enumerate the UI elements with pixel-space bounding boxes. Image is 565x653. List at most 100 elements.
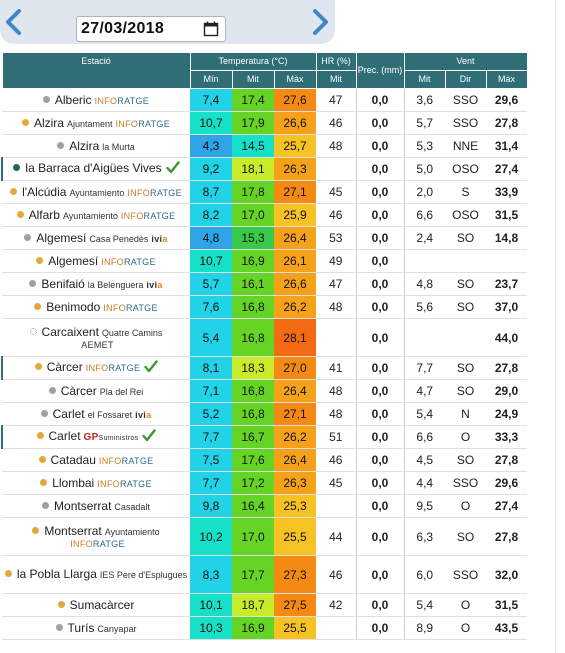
station-location: Ayuntamiento — [69, 188, 125, 198]
station-cell[interactable]: Llombai INFORATGE — [2, 471, 190, 495]
header-v-max: Màx — [485, 70, 528, 89]
station-cell[interactable]: Càrcer INFORATGE — [1, 356, 190, 380]
table-row[interactable]: la Pobla Llarga IES Pere d'Esplugues 8,3 17… — [2, 555, 527, 594]
table-row[interactable]: Carlet el Fossaret ivia 5,2 16,8 27,1 48 0,0 5,4… — [2, 402, 527, 426]
wind-max: 33,9 — [486, 180, 527, 204]
station-cell[interactable]: Benifaió la Belenguera ivia — [2, 272, 190, 296]
status-dot-icon — [57, 142, 65, 149]
station-cell[interactable]: Benimodo INFORATGE — [2, 295, 190, 319]
table-row[interactable]: Benifaió la Belenguera ivia 5,7 16,1 26,6 47 0,… — [2, 272, 527, 296]
station-cell[interactable]: Carlet GPSuministros — [1, 425, 190, 449]
table-row[interactable]: la Barraca d'Aigües Vives 9,2 18,1 26,3 0,0 5… — [1, 157, 527, 181]
station-cell[interactable]: Turís Canyapar — [2, 616, 190, 640]
table-row[interactable]: Montserrat Ayuntamiento INFORATGE 10,2 17,0 2… — [2, 517, 527, 556]
station-location: Quatre Camins — [101, 328, 163, 338]
chevron-left-icon[interactable] — [2, 8, 26, 36]
temp-min: 10,7 — [190, 249, 232, 273]
temp-mit: 17,8 — [232, 180, 274, 204]
table-row[interactable]: Llombai INFORATGE 7,7 17,2 26,3 45 0,0 4,4 SSO 29… — [2, 471, 527, 495]
source-logo: INFORATGE — [97, 479, 152, 489]
station-cell[interactable]: la Pobla Llarga IES Pere d'Esplugues — [2, 555, 190, 594]
table-row[interactable]: Benimodo INFORATGE 7,6 16,8 26,2 48 0,0 5,6 SO 37… — [2, 295, 527, 319]
station-cell[interactable]: Carlet el Fossaret ivia — [2, 402, 190, 426]
table-row[interactable]: Carlet GPSuministros 7,7 16,7 26,2 51 0,0 6,6 O 3… — [1, 425, 527, 449]
table-row[interactable]: Sumacàrcer 10,1 18,7 27,5 42 0,0 5,4 O 31,5 — [2, 593, 527, 617]
wind-dir: SO — [445, 272, 486, 296]
table-row[interactable]: Montserrat Casadalt 9,8 16,4 25,3 0,0 9,5 O 27,4 — [2, 494, 527, 518]
table-row[interactable]: Alzira Ajuntament INFORATGE 10,7 17,9 26,6 46 0… — [2, 111, 527, 135]
wind-max: 27,8 — [486, 448, 527, 472]
table-row[interactable]: Turís Canyapar 10,3 16,9 25,5 0,0 8,9 O 43,5 — [2, 616, 527, 640]
wind-mit: 8,9 — [404, 616, 445, 640]
temp-min: 7,5 — [190, 448, 232, 472]
station-cell[interactable]: Montserrat Ayuntamiento INFORATGE — [2, 517, 190, 556]
station-cell[interactable]: Catadau INFORATGE — [2, 448, 190, 472]
precipitation: 0,0 — [355, 318, 405, 357]
temp-min: 7,7 — [190, 425, 232, 449]
station-cell[interactable]: Algemesí INFORATGE — [2, 249, 190, 273]
humidity-mit: 48 — [316, 402, 356, 426]
temp-mit: 18,1 — [232, 157, 274, 181]
precipitation: 0,0 — [355, 517, 405, 556]
table-row[interactable]: Catadau INFORATGE 7,5 17,6 26,4 46 0,0 4,5 SO 27,… — [2, 448, 527, 472]
table-row[interactable]: Alfarb Ayuntamiento INFORATGE 8,2 17,0 25,9 46… — [2, 203, 527, 227]
temp-max: 27,6 — [274, 88, 316, 112]
station-cell[interactable]: Montserrat Casadalt — [2, 494, 190, 518]
wind-mit: 5,4 — [404, 593, 445, 617]
temp-max: 25,7 — [274, 134, 316, 158]
stations-table: Estació Temperatura (°C) HR (%) Prec. (m… — [1, 52, 528, 640]
wind-dir: S — [445, 180, 486, 204]
temp-max: 27,5 — [274, 593, 316, 617]
station-name: Alberic — [54, 93, 92, 107]
status-dot-icon — [57, 601, 65, 608]
source-logo: INFORATGE — [101, 257, 156, 267]
wind-mit: 6,3 — [404, 517, 445, 556]
wind-dir: OSO — [445, 157, 486, 181]
table-row[interactable]: l'Alcúdia Ayuntamiento INFORATGE 8,7 17,8 27,… — [2, 180, 527, 204]
table-row[interactable]: Algemesí Casa Penedès ivia 4,8 15,3 26,4 53 0,0… — [2, 226, 527, 250]
station-cell[interactable]: Carcaixent Quatre Camins AEMET — [2, 318, 190, 357]
humidity-mit: 44 — [316, 517, 356, 556]
humidity-mit: 46 — [316, 203, 356, 227]
temp-mit: 16,9 — [232, 616, 274, 640]
station-cell[interactable]: l'Alcúdia Ayuntamiento INFORATGE — [2, 180, 190, 204]
status-dot-icon — [24, 234, 32, 241]
table-row[interactable]: Càrcer Pla del Rei 7,1 16,8 26,4 48 0,0 4,7 SO 29… — [2, 379, 527, 403]
humidity-mit: 51 — [316, 425, 356, 449]
temp-min: 4,3 — [190, 134, 232, 158]
source-logo: INFORATGE — [85, 363, 141, 373]
chevron-right-icon[interactable] — [308, 8, 332, 36]
station-name: Benimodo — [46, 300, 101, 314]
check-icon — [142, 429, 157, 445]
station-cell[interactable]: Alzira la Murta — [2, 134, 190, 158]
station-location: el Fossaret — [87, 410, 133, 420]
check-icon — [165, 161, 180, 177]
wind-dir: N — [445, 402, 486, 426]
wind-max: 27,8 — [486, 356, 527, 380]
table-row[interactable]: Carcaixent Quatre Camins AEMET 5,4 16,8 28,1 0… — [2, 318, 527, 357]
source-logo: INFORATGE — [120, 211, 176, 221]
temp-mit: 16,8 — [232, 295, 274, 319]
temp-min: 8,1 — [190, 356, 232, 380]
table-row[interactable]: Algemesí INFORATGE 10,7 16,9 26,1 49 0,0 — [2, 249, 527, 273]
date-input[interactable]: 27/03/2018 — [76, 16, 226, 42]
temp-max: 26,1 — [274, 249, 316, 273]
station-cell[interactable]: Alzira Ajuntament INFORATGE — [2, 111, 190, 135]
station-cell[interactable]: Càrcer Pla del Rei — [2, 379, 190, 403]
station-cell[interactable]: Sumacàrcer — [2, 593, 190, 617]
table-row[interactable]: Alzira la Murta 4,3 14,5 25,7 48 0,0 5,3 NNE 31,4 — [2, 134, 527, 158]
station-name: Catadau — [50, 453, 96, 467]
station-cell[interactable]: Alfarb Ayuntamiento INFORATGE — [2, 203, 190, 227]
table-row[interactable]: Alberic INFORATGE 7,4 17,4 27,6 47 0,0 3,6 SSO 29… — [2, 88, 527, 112]
station-cell[interactable]: Alberic INFORATGE — [2, 88, 190, 112]
station-cell[interactable]: la Barraca d'Aigües Vives — [1, 157, 190, 181]
wind-max: 27,4 — [486, 494, 527, 518]
calendar-icon[interactable] — [203, 21, 219, 37]
status-dot-icon — [13, 164, 21, 171]
temp-max: 27,3 — [274, 555, 316, 594]
temp-mit: 17,7 — [232, 555, 274, 594]
wind-dir: SSO — [445, 88, 486, 112]
temp-min: 10,7 — [190, 111, 232, 135]
table-row[interactable]: Càrcer INFORATGE 8,1 18,3 27,0 41 0,0 7,7 SO 27,8 — [1, 356, 527, 380]
station-cell[interactable]: Algemesí Casa Penedès ivia — [2, 226, 190, 250]
